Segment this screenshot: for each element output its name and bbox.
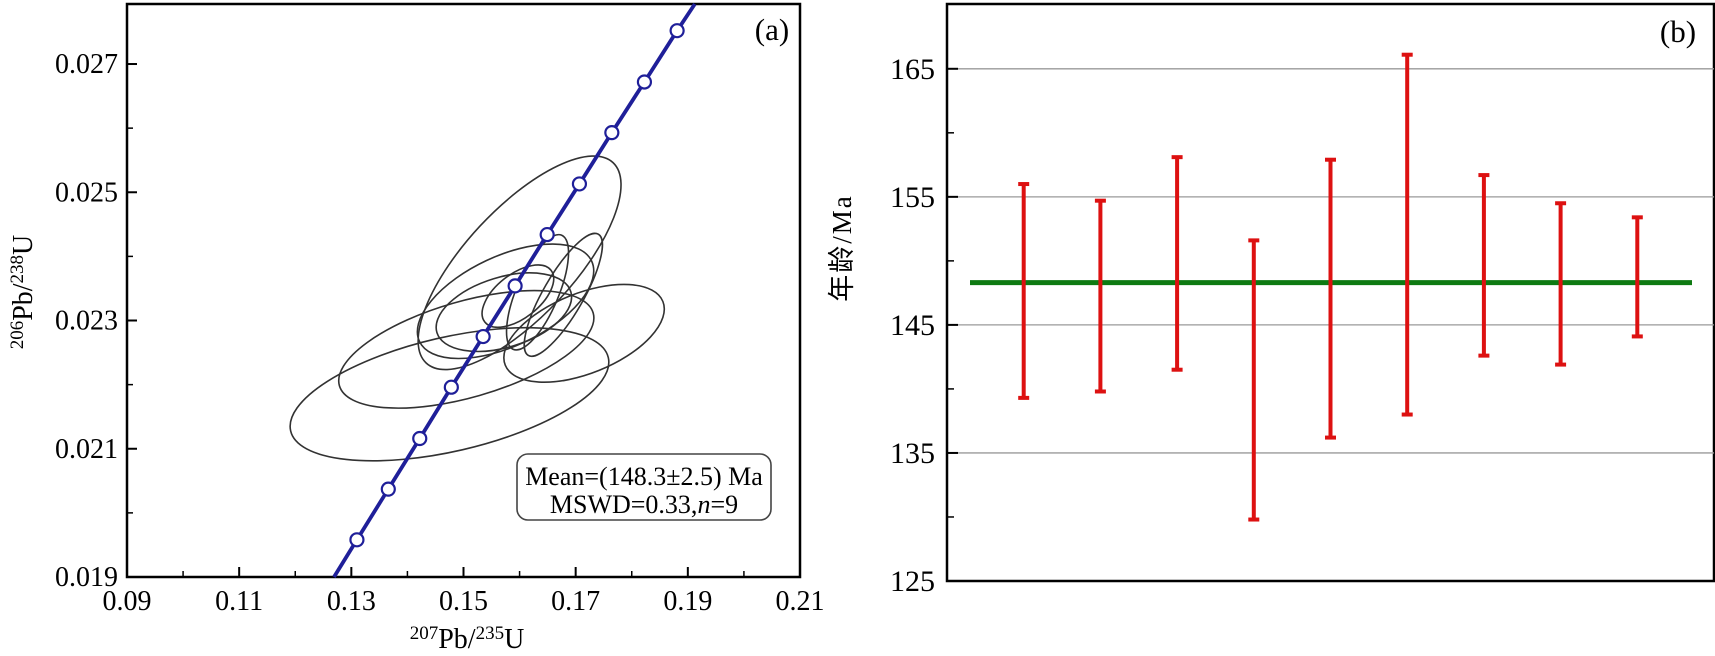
error-bar xyxy=(1171,155,1183,372)
annotation-mswd: MSWD=0.33, xyxy=(550,490,698,519)
x-tick-label: 0.13 xyxy=(327,586,376,617)
panel-b-frame xyxy=(945,2,1715,583)
y-tick-label: 0.027 xyxy=(55,49,118,80)
error-bar xyxy=(1018,182,1030,400)
error-ellipse xyxy=(503,283,666,384)
y-tick-label: 125 xyxy=(890,565,935,598)
error-ellipse xyxy=(417,155,622,371)
concordia-age-marker xyxy=(571,176,588,192)
error-ellipse xyxy=(289,326,610,462)
concordia-age-marker xyxy=(669,23,685,39)
y-tick-label: 155 xyxy=(890,181,935,214)
panel-a-tick-labels: 0.09 0.11 0.13 0.15 0.17 0.19 0.21 0.019 0.021 0.… xyxy=(55,49,825,617)
error-bar xyxy=(1631,215,1643,339)
isotope-text: U xyxy=(504,624,524,655)
panel-a-concordia-plot: 0.09 0.11 0.13 0.15 0.17 0.19 0.21 0.019 0.021 0.… xyxy=(7,2,825,655)
concordia-age-marker xyxy=(349,532,365,548)
concordia-age-markers-group xyxy=(349,23,685,548)
isotope-text: Pb/ xyxy=(8,283,39,321)
concordia-age-marker xyxy=(475,328,491,345)
concordia-age-marker xyxy=(507,278,523,294)
error-bar xyxy=(1325,157,1336,440)
x-tick-label: 0.11 xyxy=(215,586,263,617)
y-tick-label: 145 xyxy=(890,309,935,342)
isotope-text: U xyxy=(8,235,39,255)
isotope-text: Pb/ xyxy=(438,624,476,655)
isotope-superscript: 207 xyxy=(410,623,439,644)
error-bar xyxy=(1401,52,1413,417)
annotation-border xyxy=(516,453,772,521)
panel-b-y-axis-title: 年龄/Ma xyxy=(827,194,857,302)
concordia-age-marker xyxy=(636,74,653,90)
panel-b-corner-label: (b) xyxy=(1660,14,1696,49)
concordia-age-marker xyxy=(604,125,620,141)
x-tick-label: 0.15 xyxy=(439,586,488,617)
error-ellipse xyxy=(337,289,595,409)
panel-a-corner-label: (a) xyxy=(755,12,789,47)
age-error-bars-group xyxy=(1018,52,1643,522)
error-bar xyxy=(1555,201,1567,367)
error-bar xyxy=(1094,198,1106,394)
error-ellipse xyxy=(523,232,604,358)
error-ellipses-group xyxy=(289,155,666,462)
concordia-age-marker xyxy=(539,226,555,243)
error-bar xyxy=(1478,173,1490,358)
concordia-age-marker xyxy=(443,379,459,395)
y-tick-label: 0.019 xyxy=(55,562,118,593)
isotope-superscript: 238 xyxy=(7,255,28,284)
annotation-line1: Mean=(148.3±2.5) Ma xyxy=(525,462,763,491)
panel-a-ticks xyxy=(126,63,801,578)
panel-b-ticks xyxy=(947,67,958,582)
y-tick-label: 0.021 xyxy=(55,434,118,465)
panel-a-x-axis-title: 207Pb/235U xyxy=(410,623,525,655)
isotope-superscript: 235 xyxy=(476,623,505,644)
panel-b-weighted-mean-plot: 125 135 145 155 165 年龄/Ma (b) xyxy=(827,2,1715,598)
annotation-n-italic: n xyxy=(697,490,710,519)
x-tick-label: 0.17 xyxy=(551,586,600,617)
panel-b-tick-labels: 125 135 145 155 165 xyxy=(890,53,935,598)
x-tick-label: 0.09 xyxy=(103,586,152,617)
annotation-line2: MSWD=0.33,n=9 xyxy=(550,490,738,519)
annotation-n-value: =9 xyxy=(710,490,738,519)
y-tick-label: 135 xyxy=(890,437,935,470)
panel-a-y-axis-title: 206Pb/238U xyxy=(7,235,39,350)
y-tick-label: 0.023 xyxy=(55,306,118,337)
error-bar xyxy=(1248,238,1260,522)
isotope-superscript: 206 xyxy=(7,321,28,350)
error-ellipse xyxy=(435,272,573,353)
y-tick-label: 165 xyxy=(890,53,935,86)
x-tick-label: 0.21 xyxy=(776,586,825,617)
concordia-age-marker xyxy=(380,481,396,497)
concordia-age-marker xyxy=(412,430,428,447)
mean-annotation-box: Mean=(148.3±2.5) Ma MSWD=0.33,n=9 xyxy=(516,453,772,521)
y-tick-label: 0.025 xyxy=(55,177,118,208)
x-tick-label: 0.19 xyxy=(663,586,712,617)
